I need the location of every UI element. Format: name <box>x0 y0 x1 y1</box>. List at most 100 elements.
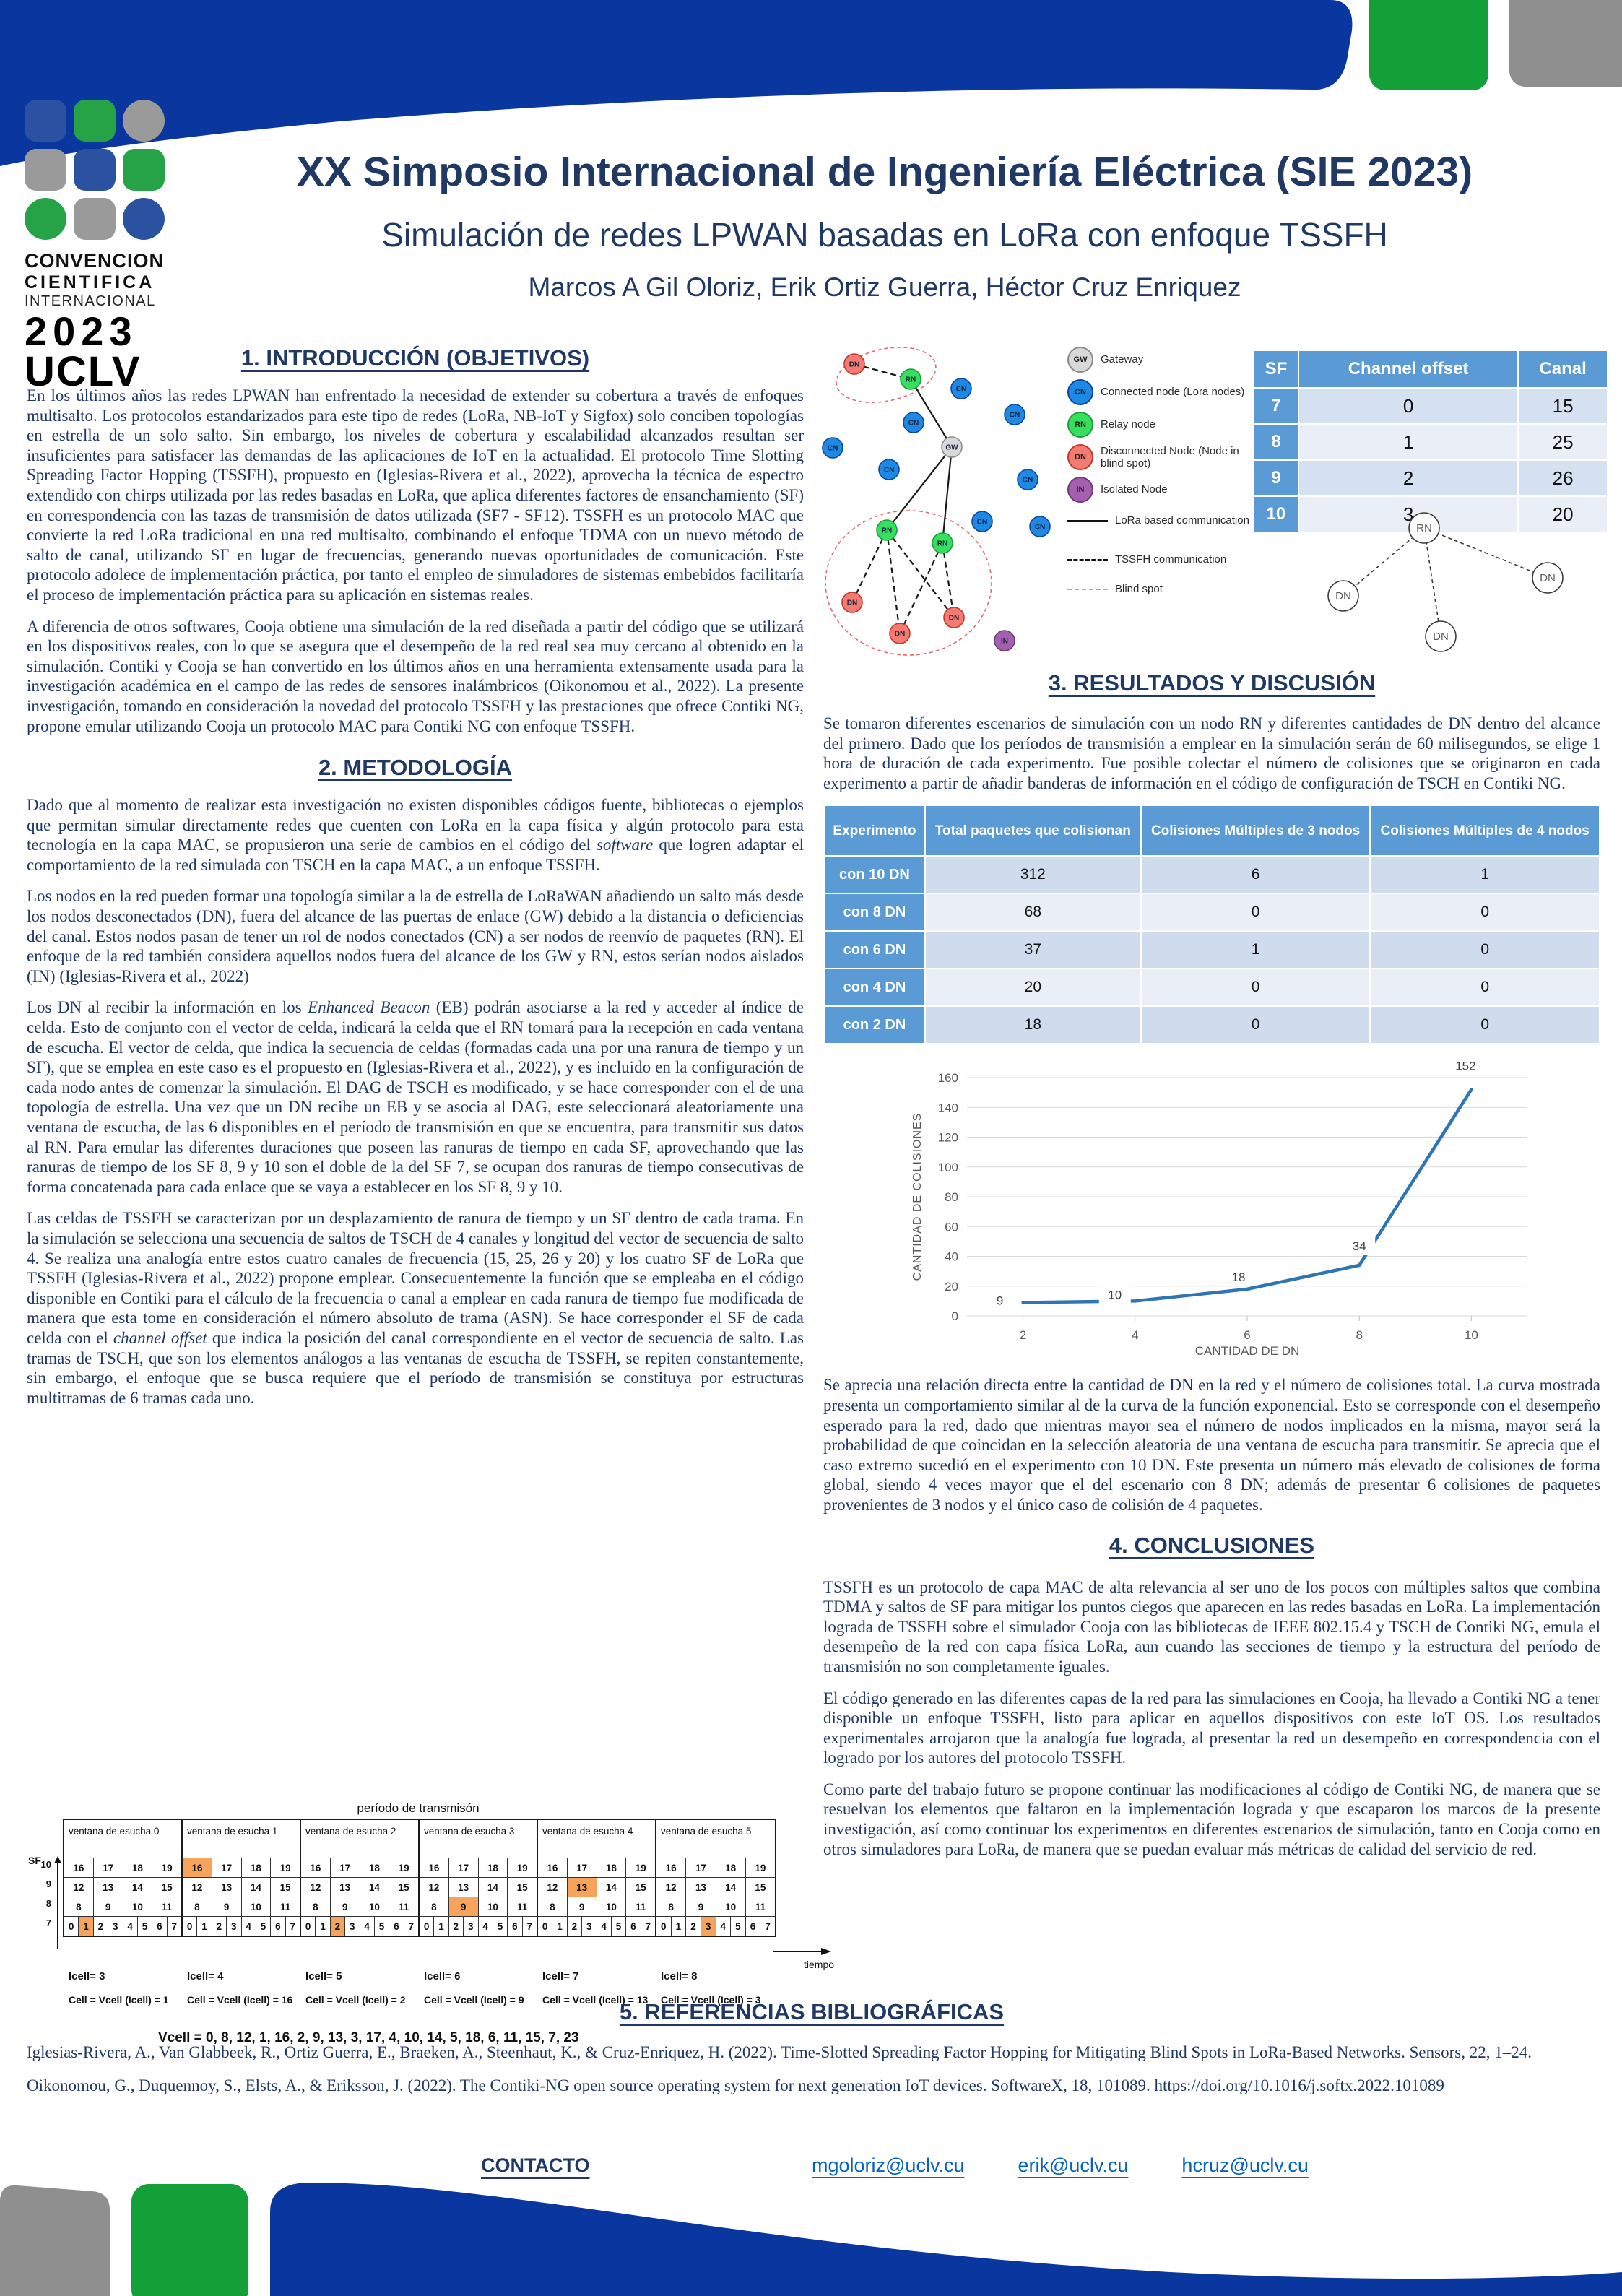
timeslot-cell: 6 <box>152 1916 168 1936</box>
timeslot-cell: 3 <box>345 1916 360 1936</box>
timeslot-cell: 14 <box>597 1877 627 1897</box>
timeslot-cell: 11 <box>389 1897 418 1916</box>
legend-item: TSSFH communication <box>1067 548 1252 571</box>
timeslot-cell: 12 <box>64 1877 94 1897</box>
timeslot-cell: 2 <box>567 1916 583 1936</box>
top-banner-wave <box>0 0 1622 166</box>
timeslot-cell: 9 <box>330 1897 360 1916</box>
table-cell: 0 <box>1369 930 1600 970</box>
data-label: 34 <box>1353 1239 1366 1253</box>
collisions-line-series <box>1021 1088 1473 1305</box>
node-label: DN <box>1433 631 1449 643</box>
table-cell: 25 <box>1517 423 1608 461</box>
node-gw <box>941 436 963 458</box>
legend-item: DN Disconnected Node (Node in blind spot) <box>1067 444 1252 470</box>
tssfh-communication-link <box>1423 527 1548 579</box>
reference-1: Iglesias-Rivera, A., Van Glabbeek, R., O… <box>27 2043 1532 2061</box>
timeslot-cell: 6 <box>745 1916 761 1936</box>
icell-annotation: Icell= 3 Cell = Vcell (Icell) = 1 <box>69 1970 169 2006</box>
timeslot-cell: 8 <box>420 1897 449 1916</box>
timeslot-cell: 12 <box>183 1877 212 1897</box>
y-tick-label: 60 <box>945 1221 958 1234</box>
node-label: RN <box>906 376 916 384</box>
timeslot-cell: 8 <box>183 1897 212 1916</box>
sf-row-label: 8 <box>45 1898 51 1909</box>
results-paragraph-1: Se tomaron diferentes escenarios de simu… <box>823 714 1600 792</box>
table-cell: 1 <box>1140 930 1371 970</box>
contact-label: CONTACTO <box>481 2154 590 2176</box>
node-label: DN <box>849 361 859 369</box>
dn-node-icon: DN <box>1067 444 1093 470</box>
timeslot-cell: 7 <box>522 1916 537 1936</box>
table-cell: 1 <box>1369 855 1600 895</box>
timeslot-cell: 18 <box>597 1858 627 1877</box>
timeslot-cell: 4 <box>241 1916 256 1936</box>
table-cell: 0 <box>1297 387 1519 425</box>
table-row: con 10 DN 312 6 1 <box>823 855 1600 895</box>
sf-row-label: 7 <box>45 1918 51 1928</box>
timeslot-cell: 4 <box>360 1916 375 1936</box>
table-row: 8 1 25 <box>1253 423 1608 461</box>
timeslot-cell: 15 <box>626 1877 655 1897</box>
listen-window-label: ventana de esucha 2 <box>301 1820 420 1843</box>
table-cell: 6 <box>1140 855 1371 895</box>
timeslot-cell: 19 <box>389 1858 418 1877</box>
timeslot-cell: 7 <box>760 1916 775 1936</box>
banner-green-shape <box>1369 0 1488 90</box>
footer-green-shape <box>131 2184 248 2296</box>
listen-window-label: ventana de esucha 1 <box>183 1820 301 1843</box>
timeslot-cell: 11 <box>152 1897 181 1916</box>
table-cell: 2 <box>1297 459 1519 497</box>
timeslot-cell: 5 <box>493 1916 508 1936</box>
timeslot-cell: 13 <box>93 1877 123 1897</box>
timeslot-cell: 14 <box>478 1877 508 1897</box>
email-link-2[interactable]: erik@uclv.cu <box>1018 2154 1129 2176</box>
timeslot-cell: 0 <box>656 1916 672 1936</box>
gw-node-icon: GW <box>1067 347 1093 373</box>
email-link-1[interactable]: mgoloriz@uclv.cu <box>812 2154 965 2176</box>
timeslot-cell: 18 <box>478 1858 508 1877</box>
rn-node-icon: RN <box>1067 412 1093 438</box>
lora-communication-link <box>910 378 953 448</box>
legend-label: LoRa based communication <box>1115 514 1249 527</box>
y-tick-label: 0 <box>952 1309 958 1323</box>
icell-annotation: Icell= 8 Cell = Vcell (Icell) = 3 <box>661 1970 761 2006</box>
timeslot-cell: 10 <box>478 1897 508 1916</box>
timeslot-cell: 19 <box>508 1858 537 1877</box>
icell-annotation: Icell= 5 Cell = Vcell (Icell) = 2 <box>305 1970 406 2006</box>
tssfh-communication-link <box>899 542 943 634</box>
footer-gray-shape <box>0 2185 110 2296</box>
legend-item: GW Gateway <box>1067 347 1252 373</box>
legend-item: CN Connected node (Lora nodes) <box>1067 379 1252 405</box>
timeslot-cell: 3 <box>701 1916 716 1936</box>
timeslot-cell: 14 <box>716 1877 746 1897</box>
table-cell: 312 <box>924 855 1142 895</box>
x-tick-label: 8 <box>1356 1328 1362 1342</box>
node-label: IN <box>1001 638 1008 646</box>
table-cell: 15 <box>1517 387 1608 425</box>
timeslot-cell: 3 <box>108 1916 123 1936</box>
y-tick-label: 40 <box>945 1250 958 1264</box>
column-header: Canal <box>1517 350 1608 389</box>
node-dn <box>889 623 911 644</box>
reference-2: Oikonomou, G., Duquennoy, S., Elsts, A.,… <box>27 2076 1444 2094</box>
data-label-box <box>1098 1284 1131 1304</box>
y-axis-title: CANTIDAD DE COLISIONES <box>911 1113 924 1281</box>
timeslot-cell: 7 <box>404 1916 418 1936</box>
email-link-3[interactable]: hcruz@uclv.cu <box>1181 2154 1309 2176</box>
star-topology-figure: RN DN DN DN <box>1322 504 1597 657</box>
timeslot-cell: 8 <box>301 1897 331 1916</box>
legend-label: Connected node (Lora nodes) <box>1101 386 1245 399</box>
timeslot-cell: 19 <box>152 1858 181 1877</box>
section-1-heading: 1. INTRODUCCIÓN (OBJETIVOS) <box>240 345 590 371</box>
table-cell: 20 <box>924 968 1142 1008</box>
methodology-paragraph-4: Las celdas de TSSFH se caracterizan por … <box>27 1209 804 1407</box>
vcell-vector: Vcell = 0, 8, 12, 1, 16, 2, 9, 13, 3, 17… <box>158 2030 579 2045</box>
logo-line-3: INTERNACIONAL <box>25 293 156 309</box>
bottom-banner-wave <box>0 2183 1622 2296</box>
table-cell: 8 <box>1253 423 1299 461</box>
column-header: SF <box>1253 350 1299 389</box>
lora-communication-link <box>941 446 953 544</box>
timeslot-cell: 2 <box>686 1916 701 1936</box>
timeslot-cell: 16 <box>656 1858 687 1877</box>
